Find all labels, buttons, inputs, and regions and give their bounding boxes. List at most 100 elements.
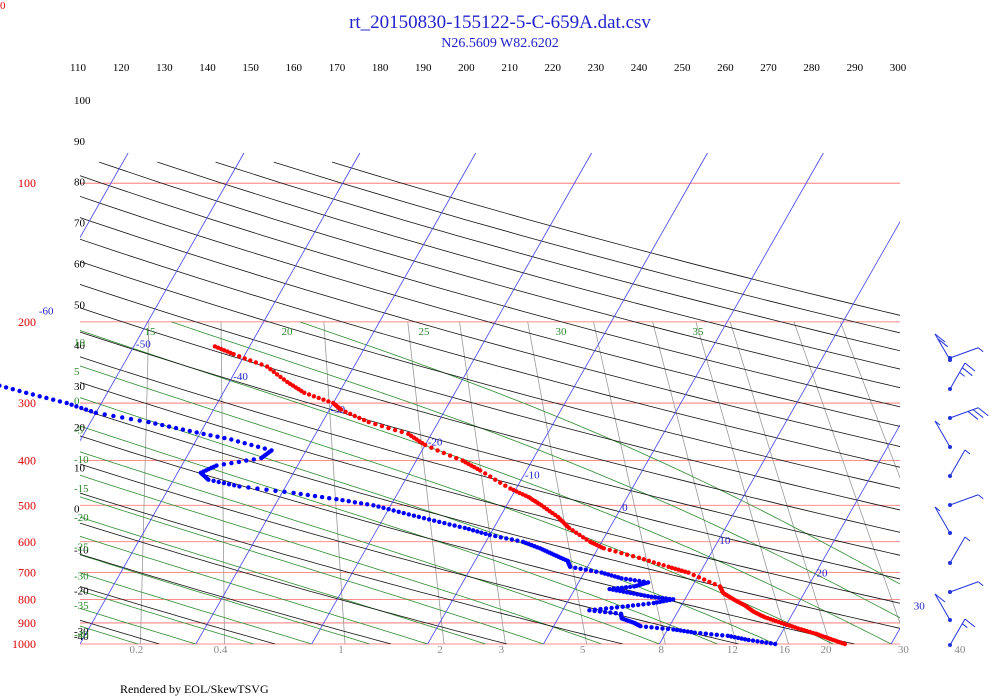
temperature-point [488,474,493,479]
dry-adiabat-line [80,175,900,408]
dewpoint-point [411,513,417,518]
moist-adiabat-label: 15 [145,326,157,338]
wind-barb-flag [972,409,984,418]
dewpoint-point [603,606,609,611]
theta-tick-label: 180 [372,62,389,74]
temperature-point [406,431,411,437]
temperature-point [274,372,280,377]
dewpoint-point [327,496,332,501]
theta-tick-label: 110 [70,62,87,74]
temperature-point [399,429,404,435]
moist-adiabat-label: -35 [74,600,89,612]
dewpoint-point [678,628,683,633]
dewpoint-point [619,585,625,590]
pressure-label: 400 [18,454,36,468]
left-axis-label: 10 [74,463,86,475]
dry-adiabat-line [80,435,855,644]
wind-barb-half [964,449,971,455]
dewpoint-point [235,439,241,444]
wind-barb-staff [949,347,979,359]
temperature-point [361,417,367,423]
pressure-label: 200 [18,315,36,329]
dry-adiabat-line [80,195,900,427]
mixing-ratio-label: 8 [659,644,665,656]
dewpoint-point [616,575,621,580]
moist-adiabat-line [80,474,602,644]
dewpoint-point [729,634,734,639]
moist-adiabat-label: -15 [74,483,89,495]
dewpoint-point [479,530,484,535]
temperature-point [316,395,321,401]
wind-barb-half [959,371,965,377]
moist-adiabat-line [80,329,892,644]
dewpoint-point [457,524,462,529]
dewpoint-point [725,633,730,638]
dewpoint-point [667,596,672,602]
temperature-point [661,563,666,568]
dewpoint-point [216,479,221,485]
wind-barb-half [977,347,984,353]
dewpoint-point [244,458,249,463]
left-axis-label: 90 [74,136,86,148]
temperature-point [281,377,287,382]
dewpoint-point [346,499,351,504]
dewpoint-point [620,604,625,609]
dewpoint-point [470,528,476,533]
theta-tick-label: 190 [415,62,432,74]
dewpoint-point [623,576,629,582]
mixing-ratio-line [593,321,666,644]
wind-barb-staff [949,362,966,390]
dewpoint-point [201,431,206,437]
mixing-ratio-line [459,321,506,644]
dewpoint-point [714,632,719,637]
dewpoint-point [674,627,680,633]
dewpoint-point [739,636,744,641]
dewpoint-point [37,394,42,399]
dewpoint-point [69,402,74,407]
temperature-point [212,344,218,349]
isotherm-label: 10 [719,535,731,547]
dewpoint-point [229,460,234,466]
dry-adiabat-line [80,261,900,489]
dewpoint-point [30,392,36,397]
moist-adiabat-line [80,451,660,644]
dewpoint-point [102,412,107,417]
temperature-point [508,486,513,491]
dewpoint-point [631,591,637,596]
dewpoint-point [215,434,220,439]
theta-tick-label: 240 [631,62,648,74]
moist-adiabat-line [80,496,544,644]
isotherm-line [774,424,900,644]
wind-barb-half [977,494,984,500]
pressure-label: 700 [18,566,36,580]
dewpoint-point [386,507,391,512]
dewpoint-point [312,493,318,499]
temperature-point [386,425,391,431]
wind-barb-flag [964,618,976,628]
wind-barb-staff [949,536,966,564]
dewpoint-point [746,637,751,643]
dewpoint-point [703,631,708,636]
pressure-label: 1000 [12,637,36,651]
temperature-point [373,421,378,427]
axis-labels: 110 120 130 140 150 160 170 180 190 200 210 220 230 2… [39,62,966,656]
theta-tick-label: 230 [588,62,605,74]
left-axis-label: 60 [74,258,86,270]
temperature-profile [212,344,847,647]
temperature-point [447,453,453,458]
dewpoint-point [609,605,614,611]
moist-adiabat-label: 5 [74,366,80,378]
dewpoint-point [319,494,325,500]
dewpoint-point [273,488,278,493]
dewpoint-point [83,407,89,412]
dewpoint-point [621,589,626,594]
dewpoint-point [599,570,604,575]
temperature-point [348,411,353,417]
dewpoint-point [416,514,422,520]
mixing-ratio-label: 40 [954,644,966,656]
dewpoint-point [180,427,186,432]
dewpoint-point [51,397,56,402]
mixing-ratio-label: 1 [338,644,344,656]
dewpoint-point [262,446,267,451]
dewpoint-point [615,586,620,591]
